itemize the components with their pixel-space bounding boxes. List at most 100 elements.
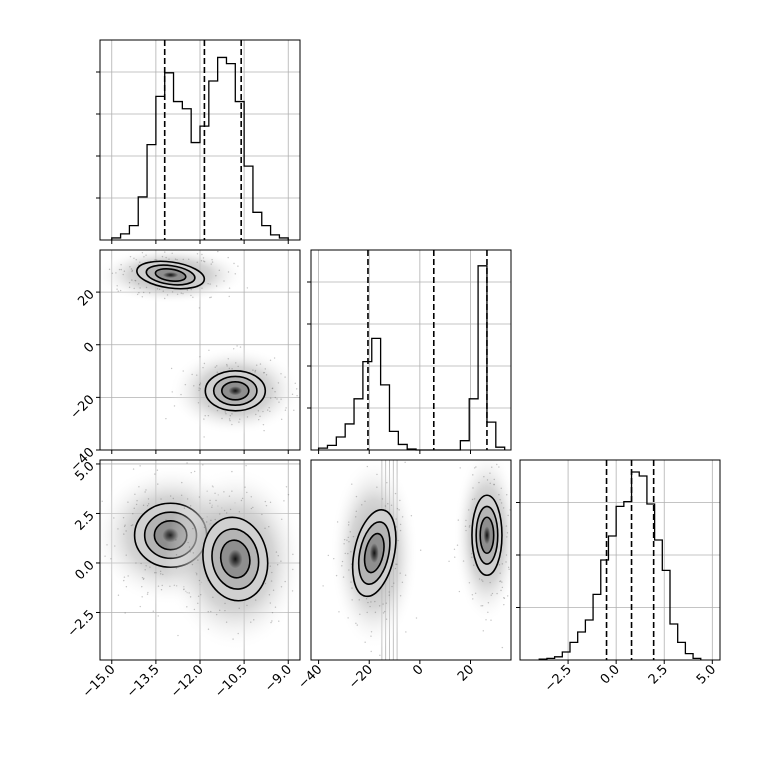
sample-dot bbox=[214, 492, 216, 495]
sample-dot bbox=[176, 258, 178, 261]
sample-dot bbox=[146, 593, 149, 595]
sample-dot bbox=[182, 292, 184, 295]
sample-dot bbox=[507, 514, 509, 517]
sample-dot bbox=[125, 554, 127, 556]
sample-dot bbox=[468, 582, 471, 584]
sample-dot bbox=[133, 287, 135, 290]
sample-dot bbox=[266, 409, 269, 411]
sample-dot bbox=[360, 448, 361, 449]
sample-dot bbox=[114, 545, 116, 547]
sample-dot bbox=[355, 622, 357, 625]
sample-dot bbox=[246, 287, 249, 289]
density-layer bbox=[96, 250, 300, 438]
sample-dot bbox=[180, 393, 182, 396]
sample-dot bbox=[287, 493, 290, 496]
sample-dot bbox=[474, 592, 477, 594]
sample-dot bbox=[190, 471, 192, 474]
sample-dot bbox=[269, 359, 272, 361]
sample-dot bbox=[322, 585, 324, 587]
sample-dot bbox=[182, 370, 184, 372]
x-tick-label: −12.0 bbox=[168, 662, 207, 701]
sample-dot bbox=[341, 560, 344, 563]
sample-dot bbox=[171, 391, 173, 393]
sample-dot bbox=[481, 579, 483, 581]
sample-dot bbox=[280, 560, 282, 562]
contour-line bbox=[212, 375, 258, 406]
sample-dot bbox=[207, 283, 209, 285]
sample-dot bbox=[215, 275, 217, 277]
sample-dot bbox=[165, 417, 167, 420]
sample-dot bbox=[352, 535, 355, 538]
sample-dot bbox=[347, 552, 349, 555]
sample-dot bbox=[142, 291, 145, 294]
sample-dot bbox=[336, 521, 339, 523]
sample-dot bbox=[262, 410, 264, 413]
sample-dot bbox=[182, 258, 184, 261]
sample-dot bbox=[487, 602, 490, 604]
sample-dot bbox=[394, 492, 397, 495]
sample-dot bbox=[489, 581, 491, 584]
sample-dot bbox=[253, 619, 255, 621]
sample-dot bbox=[399, 529, 402, 532]
sample-dot bbox=[201, 287, 203, 289]
sample-dot bbox=[499, 572, 501, 574]
sample-dot bbox=[156, 288, 159, 290]
sample-dot bbox=[203, 260, 206, 263]
sample-dot bbox=[188, 592, 190, 594]
sample-dot bbox=[473, 467, 476, 469]
sample-dot bbox=[141, 576, 144, 579]
sample-dot bbox=[174, 258, 177, 260]
sample-dot bbox=[124, 524, 126, 526]
sample-dot bbox=[349, 531, 351, 533]
sample-dot bbox=[284, 409, 287, 411]
sample-dot bbox=[196, 261, 198, 264]
sample-dot bbox=[96, 285, 97, 286]
sample-dot bbox=[139, 287, 141, 289]
sample-dot bbox=[481, 605, 484, 607]
sample-dot bbox=[369, 605, 371, 608]
sample-dot bbox=[254, 599, 257, 601]
sample-dot bbox=[192, 527, 194, 530]
sample-dot bbox=[284, 376, 286, 378]
sample-dot bbox=[146, 505, 149, 507]
sample-dot bbox=[224, 609, 226, 612]
sample-dot bbox=[231, 490, 233, 492]
sample-dot bbox=[181, 481, 183, 484]
sample-dot bbox=[388, 594, 390, 596]
sample-dot bbox=[116, 285, 118, 287]
sample-dot bbox=[110, 558, 112, 560]
sample-dot bbox=[478, 578, 481, 580]
sample-dot bbox=[125, 586, 128, 588]
sample-dot bbox=[129, 255, 132, 258]
sample-dot bbox=[259, 363, 262, 365]
sample-dot bbox=[223, 491, 225, 493]
sample-dot bbox=[201, 253, 203, 256]
sample-dot bbox=[265, 374, 268, 376]
sample-dot bbox=[273, 357, 276, 359]
x-tick-label: 0.0 bbox=[598, 662, 623, 687]
sample-dot bbox=[274, 606, 277, 608]
sample-dot bbox=[506, 532, 509, 534]
sample-dot bbox=[506, 536, 508, 538]
sample-dot bbox=[197, 402, 200, 404]
sample-dot bbox=[111, 272, 114, 274]
x-tick-label: 2.5 bbox=[646, 662, 671, 687]
sample-dot bbox=[293, 409, 295, 411]
sample-dot bbox=[419, 549, 422, 551]
sample-dot bbox=[254, 369, 257, 372]
density-core bbox=[163, 272, 179, 278]
sample-dot bbox=[493, 478, 495, 481]
sample-dot bbox=[197, 595, 200, 598]
sample-dot bbox=[252, 506, 254, 509]
sample-dot bbox=[364, 500, 366, 502]
sample-dot bbox=[175, 539, 177, 541]
sample-dot bbox=[269, 602, 272, 604]
sample-dot bbox=[216, 365, 218, 367]
sample-dot bbox=[143, 256, 145, 258]
x-tick-label: −2.5 bbox=[542, 662, 575, 695]
contour-line bbox=[219, 539, 251, 579]
sample-dot bbox=[117, 594, 120, 596]
sample-dot bbox=[274, 396, 277, 399]
sample-dot bbox=[471, 498, 474, 501]
sample-dot bbox=[118, 268, 121, 271]
